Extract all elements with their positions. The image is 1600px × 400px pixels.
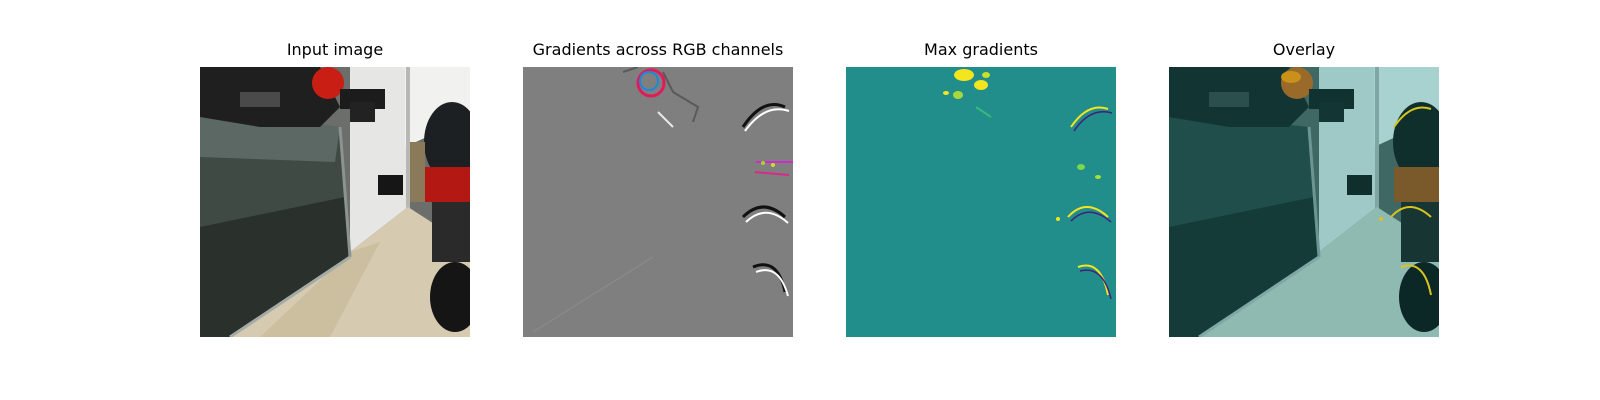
panel-title: Max gradients [924,40,1038,59]
rgb-gradient-map [523,67,793,337]
panel-title: Gradients across RGB channels [532,40,784,59]
overlay-image [1169,67,1439,337]
panel-title: Input image [286,40,384,59]
panel-title: Overlay [1272,40,1336,59]
max-gradient-map [846,67,1116,337]
input-photo [200,67,470,337]
